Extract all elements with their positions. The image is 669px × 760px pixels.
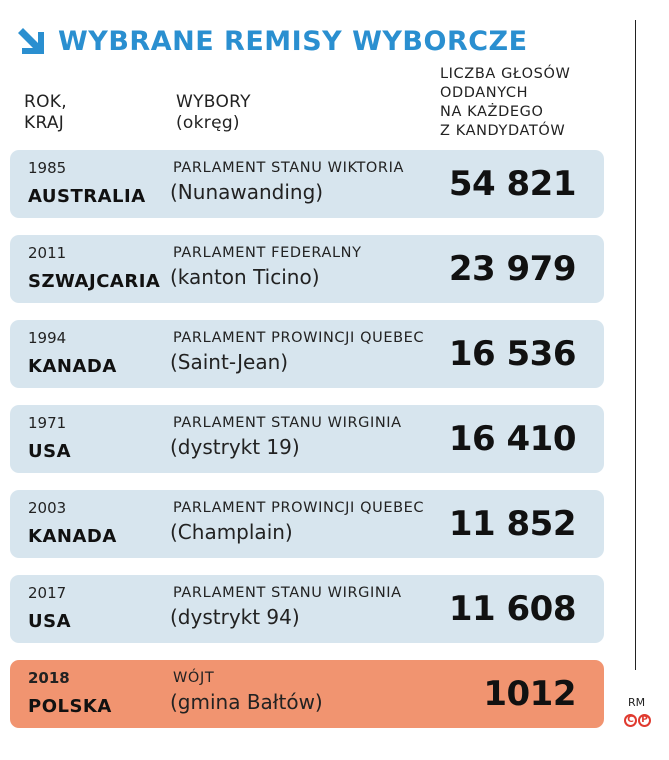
header: WYBRANE REMISY WYBORCZE: [14, 24, 528, 58]
header-line: LICZBA GŁOSÓW: [440, 66, 571, 82]
row-year: 1994: [28, 329, 67, 347]
row-country: USA: [28, 441, 72, 462]
table-body: 1985 AUSTRALIA PARLAMENT STANU WIKTORIA …: [10, 150, 604, 745]
table-row: 1994 KANADA PARLAMENT PROWINCJI QUEBEC (…: [10, 320, 604, 388]
vertical-divider: [635, 20, 636, 670]
header-line: WYBORY: [176, 92, 251, 112]
row-district: (Nunawanding): [170, 180, 324, 204]
row-votes: 16 410: [448, 419, 577, 459]
table-row: 1985 AUSTRALIA PARLAMENT STANU WIKTORIA …: [10, 150, 604, 218]
row-election: PARLAMENT STANU WIRGINIA: [173, 415, 402, 431]
row-district: (gmina Bałtów): [170, 690, 323, 714]
header-line: Z KANDYDATÓW: [440, 123, 566, 139]
row-country: POLSKA: [28, 696, 112, 717]
row-year: 2011: [28, 244, 67, 262]
row-votes: 1012: [483, 674, 576, 714]
row-election: PARLAMENT PROWINCJI QUEBEC: [173, 500, 425, 516]
row-country: SZWAJCARIA: [28, 271, 161, 292]
page-title: WYBRANE REMISY WYBORCZE: [58, 25, 528, 57]
row-election: PARLAMENT PROWINCJI QUEBEC: [173, 330, 425, 346]
row-year: 1985: [28, 159, 67, 177]
copyright-c-icon: C: [624, 714, 637, 727]
copyright-logo: C P: [624, 714, 651, 727]
row-district: (dystrykt 94): [170, 605, 300, 629]
header-line: (okręg): [176, 113, 240, 133]
row-year: 2018: [28, 669, 70, 687]
row-election: PARLAMENT STANU WIRGINIA: [173, 585, 402, 601]
header-line: ROK,: [24, 92, 67, 112]
row-votes: 23 979: [448, 249, 577, 289]
row-country: KANADA: [28, 526, 117, 547]
row-country: USA: [28, 611, 72, 632]
table-row: 1971 USA PARLAMENT STANU WIRGINIA (dystr…: [10, 405, 604, 473]
row-country: AUSTRALIA: [28, 186, 146, 207]
row-election: PARLAMENT FEDERALNY: [173, 245, 362, 261]
column-header-votes: LICZBA GŁOSÓW ODDANYCH NA KAŻDEGO Z KAND…: [440, 65, 620, 141]
row-election: PARLAMENT STANU WIKTORIA: [173, 160, 404, 176]
row-district: (kanton Ticino): [170, 265, 320, 289]
row-year: 2003: [28, 499, 67, 517]
row-country: KANADA: [28, 356, 117, 377]
row-year: 1971: [28, 414, 67, 432]
header-line: ODDANYCH: [440, 85, 529, 101]
table-row: 2003 KANADA PARLAMENT PROWINCJI QUEBEC (…: [10, 490, 604, 558]
header-line: KRAJ: [24, 113, 65, 133]
column-header-year-country: ROK, KRAJ: [24, 92, 114, 134]
row-year: 2017: [28, 584, 67, 602]
row-votes: 16 536: [448, 334, 577, 374]
arrow-down-right-icon: [14, 24, 48, 58]
row-district: (Champlain): [170, 520, 293, 544]
row-district: (Saint-Jean): [170, 350, 289, 374]
row-votes: 54 821: [448, 164, 577, 204]
row-district: (dystrykt 19): [170, 435, 300, 459]
row-votes: 11 852: [448, 504, 577, 544]
table-row-highlighted: 2018 POLSKA WÓJT (gmina Bałtów) 1012: [10, 660, 604, 728]
copyright-p-icon: P: [638, 714, 651, 727]
row-election: WÓJT: [173, 670, 215, 686]
column-header-election: WYBORY (okręg): [176, 92, 356, 134]
author-credit: RM: [628, 696, 646, 709]
table-row: 2017 USA PARLAMENT STANU WIRGINIA (dystr…: [10, 575, 604, 643]
table-row: 2011 SZWAJCARIA PARLAMENT FEDERALNY (kan…: [10, 235, 604, 303]
header-line: NA KAŻDEGO: [440, 104, 544, 120]
row-votes: 11 608: [448, 589, 577, 629]
